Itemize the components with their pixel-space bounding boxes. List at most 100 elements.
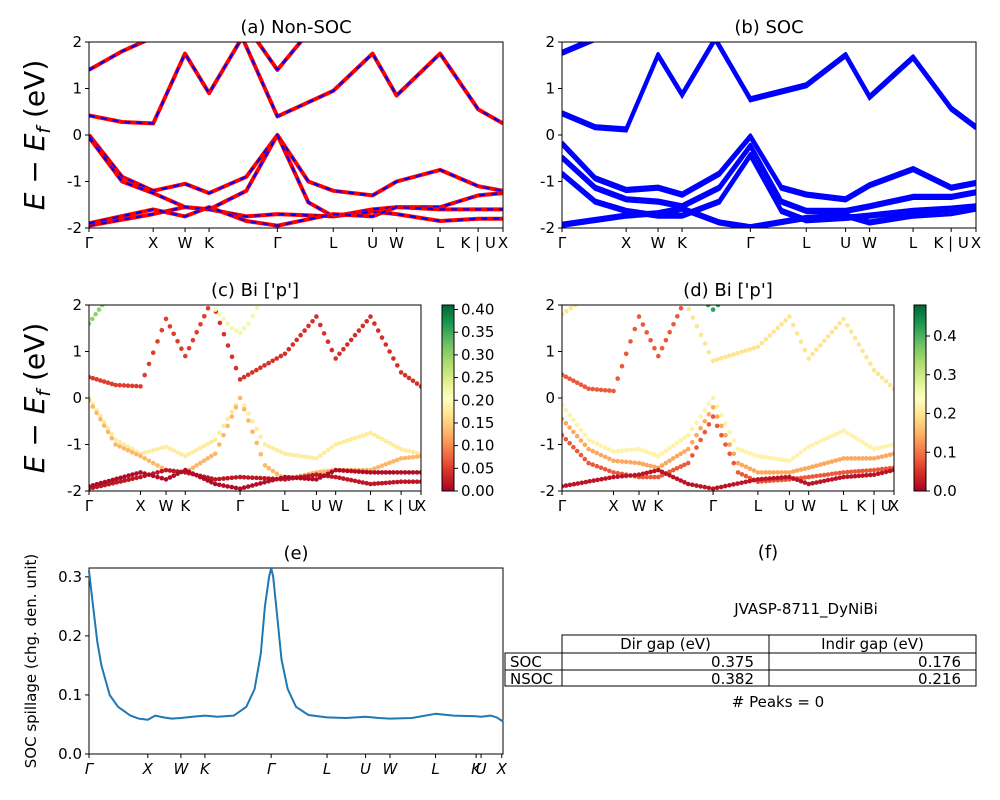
projection-point: [690, 426, 695, 432]
projection-point: [739, 472, 745, 477]
projection-point: [217, 430, 222, 436]
projection-point: [250, 313, 256, 319]
projection-point: [652, 452, 657, 458]
projection-point: [628, 447, 633, 453]
panel-b-x-tick-label: W: [651, 234, 666, 252]
colorbar-tick-label: 0.2: [933, 405, 957, 423]
projection-point: [167, 324, 173, 329]
projection-point: [640, 471, 646, 477]
projection-point: [875, 371, 881, 377]
band-line: [256, 42, 302, 71]
projection-point: [628, 473, 633, 478]
projection-point: [794, 452, 800, 458]
projection-point: [667, 473, 672, 478]
projection-point: [398, 446, 404, 452]
projection-point: [217, 476, 222, 482]
projection-point: [171, 448, 176, 453]
projection-point: [648, 469, 653, 475]
projection-point: [306, 476, 311, 482]
panel-c-x-tick-label: X: [135, 497, 145, 515]
projection-point: [194, 447, 199, 453]
projection-point: [821, 338, 827, 344]
projection-point: [290, 475, 296, 480]
projection-point: [333, 356, 339, 361]
projection-point: [129, 450, 135, 455]
panel-d-x-tick-label: W: [801, 497, 816, 515]
projection-point: [117, 382, 122, 388]
projection-point: [652, 474, 657, 480]
projection-point: [821, 437, 827, 442]
band-line: [562, 135, 976, 203]
projection-point: [759, 454, 765, 460]
projection-point: [109, 381, 115, 387]
projection-point: [845, 469, 850, 475]
projection-point: [360, 480, 366, 485]
panel-b-x-tick-label: U: [840, 234, 851, 252]
projection-point: [710, 307, 716, 312]
projection-point: [891, 467, 894, 473]
colorbar-tick-label: 0.30: [461, 346, 494, 364]
projection-point: [225, 321, 230, 326]
projection-point: [615, 458, 620, 464]
projection-point: [274, 471, 280, 477]
peaks-count: # Peaks = 0: [732, 693, 824, 711]
projection-point: [678, 306, 684, 311]
projection-point: [98, 378, 103, 383]
projection-point: [875, 455, 881, 460]
projection-point: [571, 444, 576, 450]
projection-point: [714, 357, 720, 362]
projection-point: [833, 431, 839, 437]
projection-point: [278, 475, 284, 481]
projection-point: [578, 427, 584, 433]
projection-point: [864, 456, 869, 461]
projection-point: [887, 382, 893, 388]
projection-point: [794, 331, 800, 336]
projection-point: [763, 476, 769, 482]
panel-e-x-tick-label: U: [360, 760, 371, 778]
projection-point: [648, 463, 653, 469]
projection-point: [845, 474, 850, 480]
projection-point: [751, 477, 757, 483]
projection-point: [682, 449, 687, 454]
projection-point: [360, 469, 366, 475]
projection-point: [209, 439, 214, 445]
projection-point: [348, 337, 354, 343]
colorbar-tick-label: 0.25: [461, 369, 494, 387]
projection-point: [563, 407, 569, 413]
panel-d-y-tick-label: 1: [545, 343, 555, 361]
projection-point: [883, 379, 889, 384]
projection-point: [848, 456, 854, 461]
projection-point: [125, 448, 131, 453]
projection-point: [101, 379, 107, 384]
projection-point: [571, 481, 577, 487]
projection-point: [879, 375, 885, 380]
projection-point: [294, 337, 300, 343]
projection-point: [329, 347, 335, 353]
projection-point: [674, 466, 680, 471]
projection-point: [771, 475, 776, 481]
projection-point: [723, 442, 728, 447]
projection-point: [685, 446, 691, 452]
projection-point: [142, 456, 147, 461]
panel-c-y-tick-label: 0: [72, 389, 82, 407]
projection-point: [125, 444, 131, 450]
projection-point: [329, 469, 335, 475]
projection-point: [586, 437, 591, 443]
colorbar-tick-label: 0.15: [461, 414, 494, 432]
projection-point: [829, 471, 835, 477]
projection-point: [731, 352, 736, 357]
panel-b-x-tick-label: L: [802, 234, 811, 252]
projection-point: [702, 429, 708, 435]
projection-point: [314, 456, 319, 461]
panel-e-x-tick-label: X: [496, 760, 508, 778]
projection-point: [783, 318, 788, 323]
projection-point: [698, 332, 704, 338]
projection-point: [891, 451, 894, 457]
projection-point: [233, 405, 239, 410]
projection-point: [410, 378, 416, 384]
projection-point: [356, 469, 362, 474]
projection-point: [640, 322, 646, 327]
projection-point: [563, 374, 569, 380]
projection-point: [619, 363, 625, 369]
projection-point: [723, 421, 728, 426]
